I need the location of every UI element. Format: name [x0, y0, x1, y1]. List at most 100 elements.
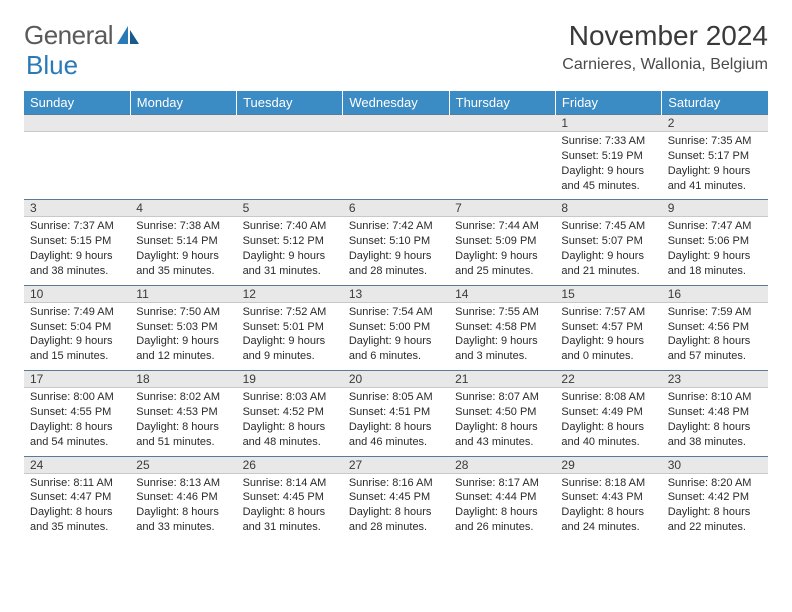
sunrise-text: Sunrise: 7:37 AM	[30, 219, 124, 234]
sunset-text: Sunset: 5:17 PM	[668, 149, 762, 164]
day2-text: and 24 minutes.	[561, 520, 655, 535]
day-number-cell: 29	[555, 456, 661, 473]
day-number-cell: 14	[449, 285, 555, 302]
day2-text: and 48 minutes.	[243, 435, 337, 450]
day-number-cell: 17	[24, 371, 130, 388]
calendar-body: 12Sunrise: 7:33 AMSunset: 5:19 PMDayligh…	[24, 115, 768, 542]
day-cell: Sunrise: 7:57 AMSunset: 4:57 PMDaylight:…	[555, 302, 661, 370]
day1-text: Daylight: 9 hours	[243, 334, 337, 349]
day-cell: Sunrise: 8:00 AMSunset: 4:55 PMDaylight:…	[24, 388, 130, 456]
day-number-cell: 27	[343, 456, 449, 473]
sunrise-text: Sunrise: 7:33 AM	[561, 134, 655, 149]
day-number-cell: 3	[24, 200, 130, 217]
day-data-row: Sunrise: 7:37 AMSunset: 5:15 PM Daylight:…	[24, 217, 768, 285]
sunset-text: Sunset: 4:48 PM	[668, 405, 762, 420]
sunrise-text: Sunrise: 7:40 AM	[243, 219, 337, 234]
sunset-text: Sunset: 4:53 PM	[136, 405, 230, 420]
day-number-cell: 30	[662, 456, 768, 473]
day1-text: Daylight: 9 hours	[349, 334, 443, 349]
day1-text: Daylight: 8 hours	[455, 420, 549, 435]
sunset-text: Sunset: 4:46 PM	[136, 490, 230, 505]
day2-text: and 38 minutes.	[668, 435, 762, 450]
day-cell: Sunrise: 8:05 AMSunset: 4:51 PMDaylight:…	[343, 388, 449, 456]
sunset-text: Sunset: 4:45 PM	[243, 490, 337, 505]
day-number-row: 3456789	[24, 200, 768, 217]
day2-text: and 43 minutes.	[455, 435, 549, 450]
day-cell: Sunrise: 8:17 AMSunset: 4:44 PMDaylight:…	[449, 473, 555, 541]
day1-text: Daylight: 9 hours	[561, 334, 655, 349]
sunrise-text: Sunrise: 8:20 AM	[668, 476, 762, 491]
day-cell	[237, 132, 343, 200]
day-cell: Sunrise: 7:54 AMSunset: 5:00 PMDaylight:…	[343, 302, 449, 370]
sunrise-text: Sunrise: 8:03 AM	[243, 390, 337, 405]
sunset-text: Sunset: 4:47 PM	[30, 490, 124, 505]
sunrise-text: Sunrise: 7:57 AM	[561, 305, 655, 320]
day1-text: Daylight: 9 hours	[136, 334, 230, 349]
sunset-text: Sunset: 4:58 PM	[455, 320, 549, 335]
sunrise-text: Sunrise: 8:18 AM	[561, 476, 655, 491]
day1-text: Daylight: 8 hours	[243, 420, 337, 435]
day-cell: Sunrise: 8:02 AMSunset: 4:53 PMDaylight:…	[130, 388, 236, 456]
sunset-text: Sunset: 4:52 PM	[243, 405, 337, 420]
day2-text: and 26 minutes.	[455, 520, 549, 535]
month-title: November 2024	[562, 20, 768, 52]
header-sunday: Sunday	[24, 91, 130, 115]
header-wednesday: Wednesday	[343, 91, 449, 115]
day1-text: Daylight: 8 hours	[561, 505, 655, 520]
day-cell: Sunrise: 8:14 AMSunset: 4:45 PMDaylight:…	[237, 473, 343, 541]
day2-text: and 21 minutes.	[561, 264, 655, 279]
sunrise-text: Sunrise: 8:10 AM	[668, 390, 762, 405]
day2-text: and 31 minutes.	[243, 264, 337, 279]
day2-text: and 46 minutes.	[349, 435, 443, 450]
day-number-cell: 10	[24, 285, 130, 302]
day2-text: and 28 minutes.	[349, 264, 443, 279]
weekday-header-row: Sunday Monday Tuesday Wednesday Thursday…	[24, 91, 768, 115]
day-cell	[130, 132, 236, 200]
day1-text: Daylight: 9 hours	[455, 334, 549, 349]
header-monday: Monday	[130, 91, 236, 115]
day-number-cell: 1	[555, 115, 661, 132]
brand-part2: Blue	[24, 50, 768, 81]
sunrise-text: Sunrise: 8:13 AM	[136, 476, 230, 491]
sunrise-text: Sunrise: 7:49 AM	[30, 305, 124, 320]
header-thursday: Thursday	[449, 91, 555, 115]
sunrise-text: Sunrise: 7:44 AM	[455, 219, 549, 234]
sunrise-text: Sunrise: 8:07 AM	[455, 390, 549, 405]
sunset-text: Sunset: 4:44 PM	[455, 490, 549, 505]
sunrise-text: Sunrise: 7:47 AM	[668, 219, 762, 234]
day1-text: Daylight: 9 hours	[561, 164, 655, 179]
sunset-text: Sunset: 4:42 PM	[668, 490, 762, 505]
day-number-cell: 16	[662, 285, 768, 302]
sunset-text: Sunset: 5:06 PM	[668, 234, 762, 249]
calendar-table: Sunday Monday Tuesday Wednesday Thursday…	[24, 91, 768, 541]
day2-text: and 51 minutes.	[136, 435, 230, 450]
day1-text: Daylight: 8 hours	[30, 420, 124, 435]
header-friday: Friday	[555, 91, 661, 115]
day-number-cell: 4	[130, 200, 236, 217]
sunset-text: Sunset: 5:09 PM	[455, 234, 549, 249]
sunset-text: Sunset: 4:55 PM	[30, 405, 124, 420]
sunrise-text: Sunrise: 7:35 AM	[668, 134, 762, 149]
day-data-row: Sunrise: 8:11 AMSunset: 4:47 PMDaylight:…	[24, 473, 768, 541]
day-number-cell: 19	[237, 371, 343, 388]
day2-text: and 0 minutes.	[561, 349, 655, 364]
day-cell	[24, 132, 130, 200]
day-cell: Sunrise: 7:38 AMSunset: 5:14 PMDaylight:…	[130, 217, 236, 285]
day1-text: Daylight: 8 hours	[668, 420, 762, 435]
day-number-cell: 11	[130, 285, 236, 302]
day-number-cell	[449, 115, 555, 132]
day-cell: Sunrise: 7:47 AMSunset: 5:06 PMDaylight:…	[662, 217, 768, 285]
day-cell: Sunrise: 7:49 AMSunset: 5:04 PMDaylight:…	[24, 302, 130, 370]
sunset-text: Sunset: 4:56 PM	[668, 320, 762, 335]
day-cell: Sunrise: 8:11 AMSunset: 4:47 PMDaylight:…	[24, 473, 130, 541]
day1-text: Daylight: 8 hours	[136, 505, 230, 520]
day-cell: Sunrise: 7:55 AMSunset: 4:58 PMDaylight:…	[449, 302, 555, 370]
day1-text: Daylight: 9 hours	[349, 249, 443, 264]
header-saturday: Saturday	[662, 91, 768, 115]
sunset-text: Sunset: 5:15 PM	[30, 234, 124, 249]
day-number-cell: 28	[449, 456, 555, 473]
day-number-cell: 22	[555, 371, 661, 388]
day1-text: Daylight: 8 hours	[455, 505, 549, 520]
sunrise-text: Sunrise: 8:16 AM	[349, 476, 443, 491]
sunrise-text: Sunrise: 7:50 AM	[136, 305, 230, 320]
